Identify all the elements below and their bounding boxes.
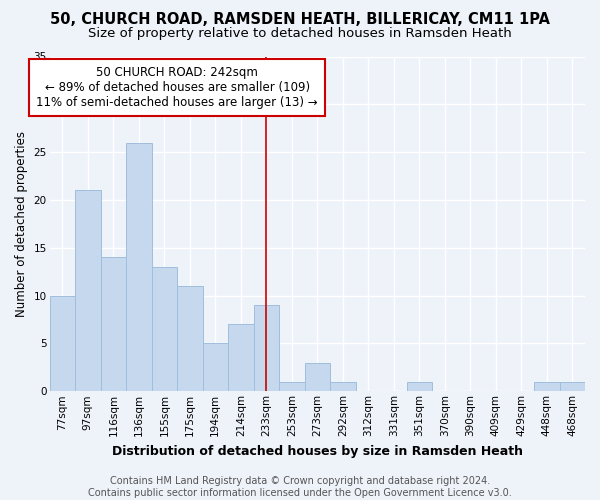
Text: Contains HM Land Registry data © Crown copyright and database right 2024.
Contai: Contains HM Land Registry data © Crown c… [88,476,512,498]
Bar [279,382,305,392]
X-axis label: Distribution of detached houses by size in Ramsden Heath: Distribution of detached houses by size … [112,444,523,458]
Text: 50 CHURCH ROAD: 242sqm
← 89% of detached houses are smaller (109)
11% of semi-de: 50 CHURCH ROAD: 242sqm ← 89% of detached… [36,66,318,109]
Bar [126,142,152,392]
Bar [228,324,254,392]
Bar [177,286,203,392]
Bar [101,258,126,392]
Bar [75,190,101,392]
Text: Size of property relative to detached houses in Ramsden Heath: Size of property relative to detached ho… [88,28,512,40]
Bar [305,362,330,392]
Bar [254,305,279,392]
Bar [534,382,560,392]
Bar [50,296,75,392]
Y-axis label: Number of detached properties: Number of detached properties [15,131,28,317]
Bar [407,382,432,392]
Bar [330,382,356,392]
Bar [152,267,177,392]
Bar [560,382,585,392]
Bar [203,344,228,392]
Text: 50, CHURCH ROAD, RAMSDEN HEATH, BILLERICAY, CM11 1PA: 50, CHURCH ROAD, RAMSDEN HEATH, BILLERIC… [50,12,550,28]
